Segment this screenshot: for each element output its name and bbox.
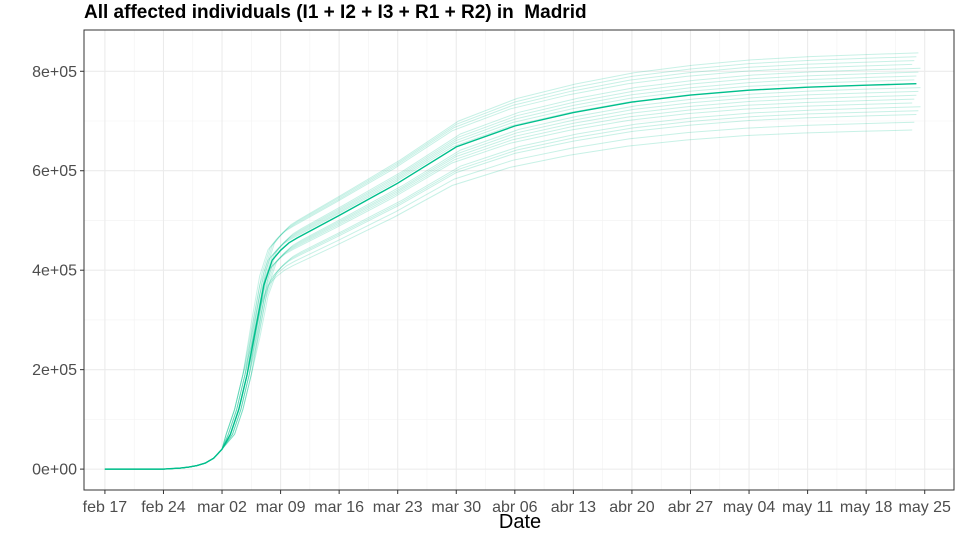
x-axis: feb 17 feb 24 mar 02 mar 09 mar 16 mar 23 mar … [83,490,951,516]
x-axis-label: Date [498,511,542,533]
chart-title: All affected individuals (I1 + I2 + I3 +… [84,2,587,23]
x-tick-label: feb 17 [83,499,128,516]
x-tick-label: mar 02 [197,499,247,516]
x-tick-label: mar 09 [256,499,306,516]
y-tick-label: 4e+05 [32,263,77,280]
plot-background [84,30,954,490]
x-tick-label: abr 06 [492,499,537,516]
x-tick-label: mar 23 [373,499,423,516]
x-tick-label: mar 16 [314,499,364,516]
x-tick-label: abr 20 [609,499,654,516]
plot-border [83,29,955,491]
x-tick-label: may 04 [723,499,776,516]
grid-major [84,30,954,490]
y-tick-label: 0e+00 [32,462,77,479]
x-tick-label: abr 27 [668,499,713,516]
x-tick-label: mar 30 [431,499,481,516]
median-line-group [104,83,917,470]
median-line [104,83,917,470]
x-tick-label: feb 24 [141,499,186,516]
y-tick-label: 8e+05 [32,64,77,81]
y-axis: 0e+00 2e+05 4e+05 6e+05 8e+05 [32,64,84,479]
x-tick-label: may 18 [840,499,893,516]
x-tick-label: may 11 [782,499,833,516]
y-tick-label: 2e+05 [32,362,77,379]
x-tick-label: abr 13 [551,499,596,516]
y-tick-label: 6e+05 [32,163,77,180]
x-tick-label: may 25 [898,499,951,516]
